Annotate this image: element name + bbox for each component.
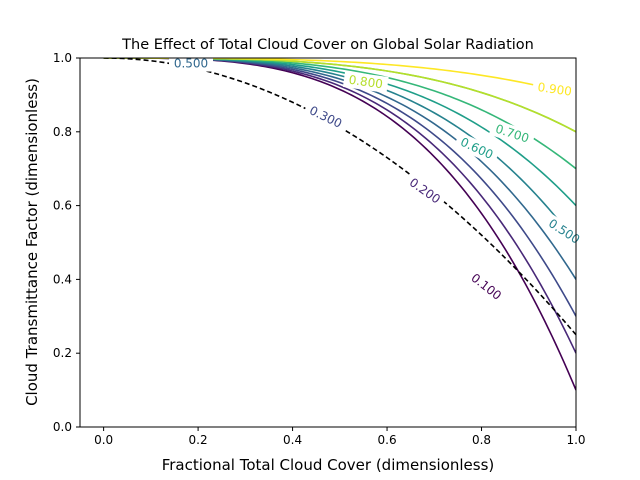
y-tick-label: 0.4 — [53, 272, 72, 286]
contour-label: 0.500 — [174, 57, 208, 71]
contour-label-background — [531, 78, 578, 101]
chart-title: The Effect of Total Cloud Cover on Globa… — [121, 37, 534, 53]
y-axis: 0.0 0.2 0.4 0.6 0.8 1.0 — [53, 51, 80, 434]
contour-label-background — [453, 131, 501, 165]
x-tick-label: 0.6 — [378, 433, 397, 447]
contour-label-background — [169, 55, 214, 72]
contour-label: 0.800 — [348, 73, 384, 92]
contour-label: 0.900 — [537, 80, 573, 99]
x-axis-label: Fractional Total Cloud Cover (dimensionl… — [162, 456, 495, 474]
x-tick-label: 0.4 — [283, 433, 302, 447]
x-tick-label: 0.2 — [189, 433, 208, 447]
contour-label-background — [402, 171, 448, 211]
x-tick-label: 0.0 — [94, 433, 113, 447]
x-tick-label: 0.8 — [472, 433, 491, 447]
plot-frame — [79, 57, 577, 428]
x-tick-label: 1.0 — [566, 433, 585, 447]
y-tick-label: 0.0 — [53, 420, 72, 434]
y-tick-label: 1.0 — [53, 51, 72, 65]
y-tick-label: 0.8 — [53, 125, 72, 139]
y-axis-label: Cloud Transmittance Factor (dimensionles… — [23, 78, 41, 406]
contour-label-background — [302, 100, 349, 134]
contour-label-background — [488, 119, 536, 149]
x-axis: 0.0 0.2 0.4 0.6 0.8 1.0 — [94, 427, 586, 447]
y-tick-label: 0.6 — [53, 199, 72, 213]
contour-label-background — [342, 71, 389, 93]
y-tick-label: 0.2 — [53, 346, 72, 360]
contour-label-background — [463, 266, 509, 307]
